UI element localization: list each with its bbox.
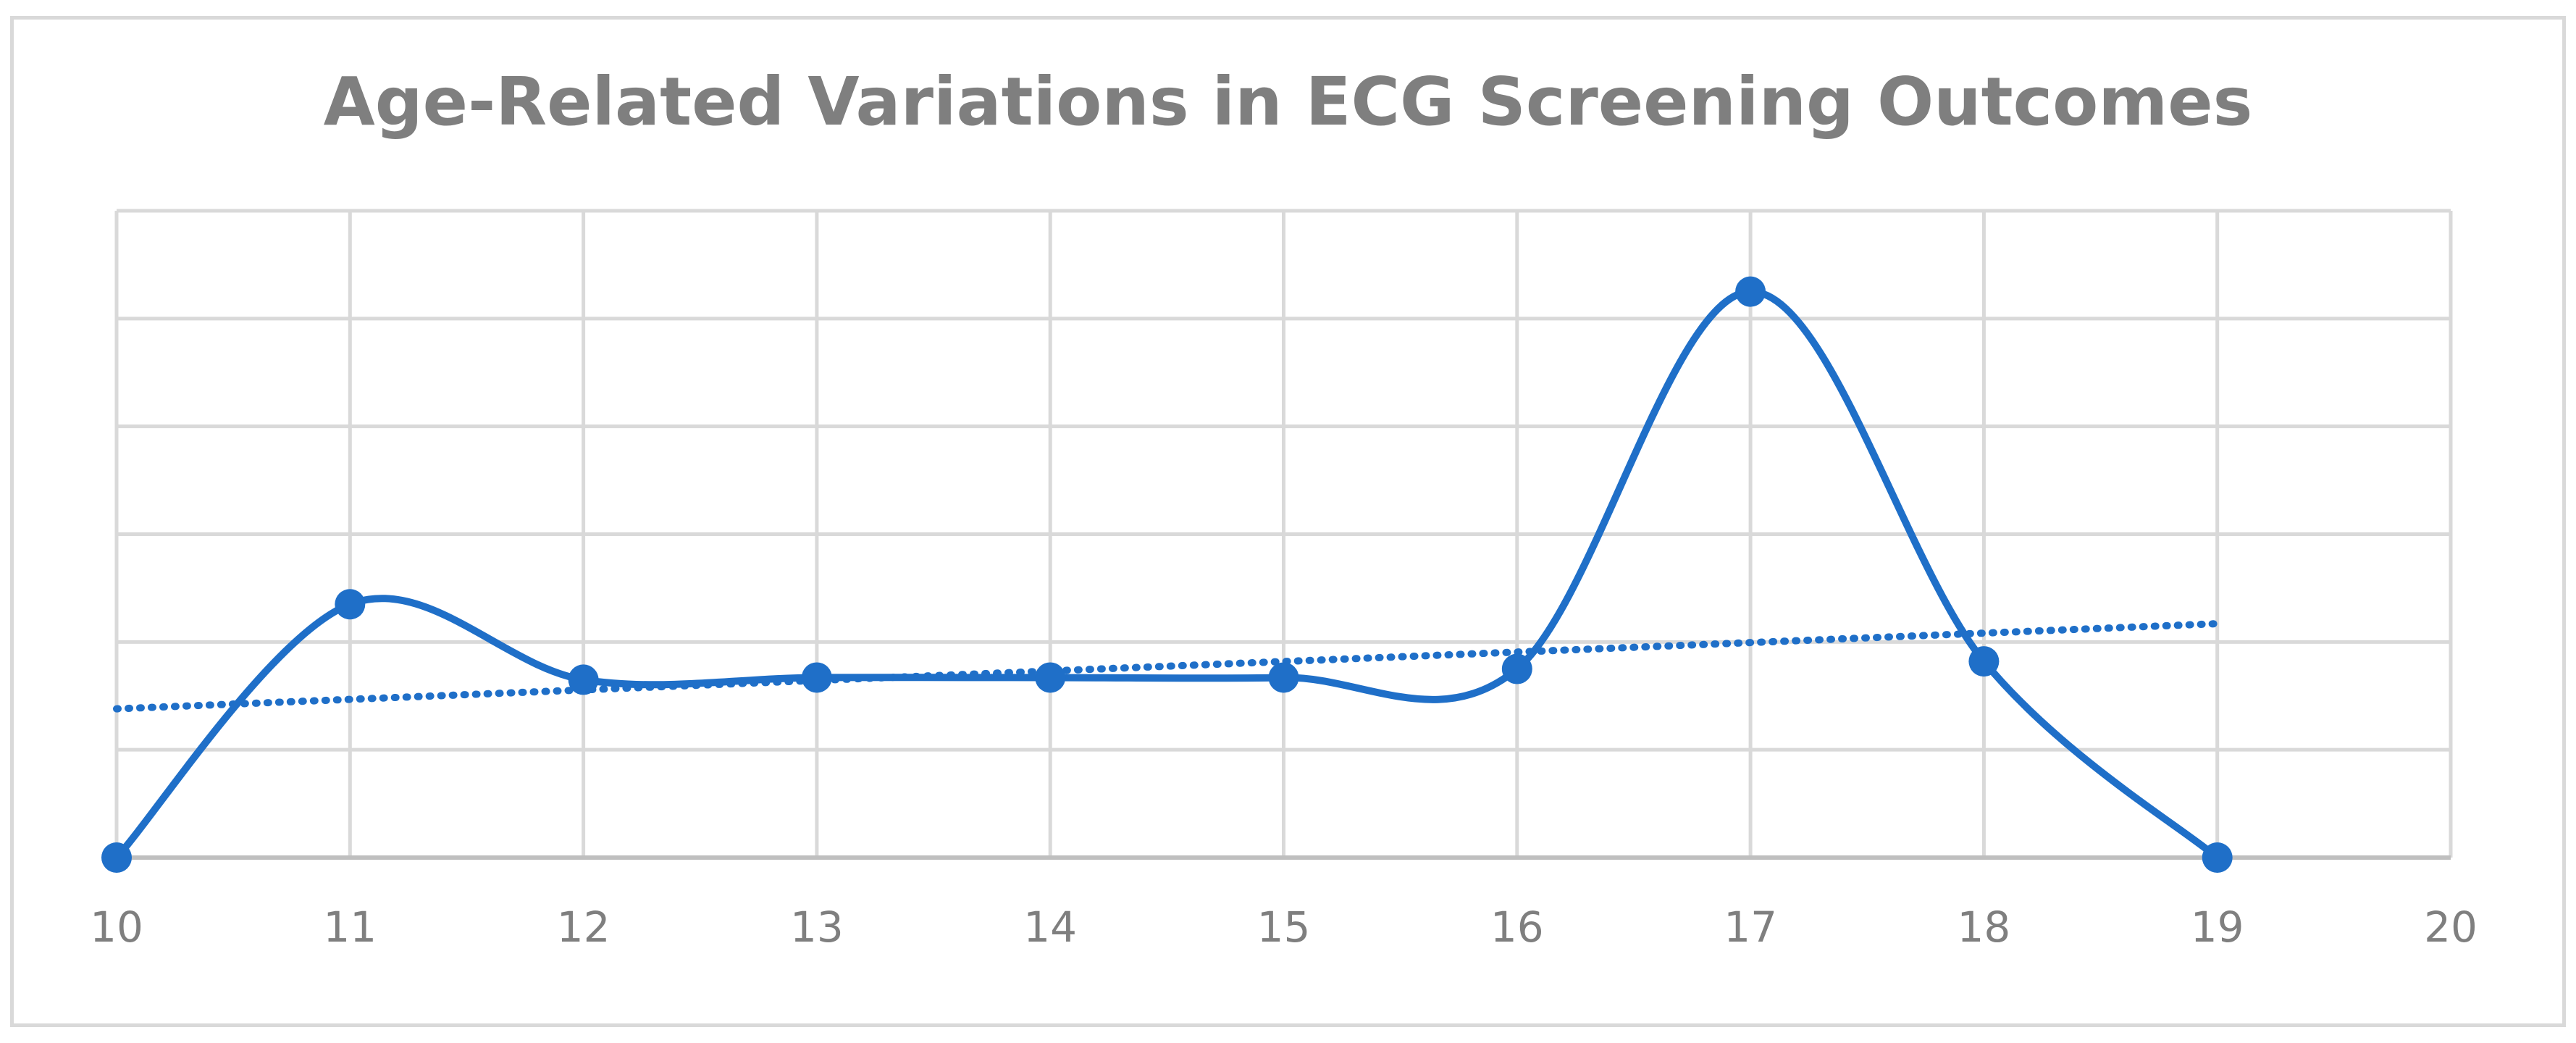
series — [113, 288, 2221, 861]
x-tick-label: 10 — [90, 902, 143, 952]
data-point[interactable] — [1968, 646, 2000, 677]
x-tick-label: 13 — [790, 902, 844, 952]
x-tick-label: 12 — [557, 902, 611, 952]
x-tick-label: 17 — [1724, 902, 1777, 952]
x-tick-label: 14 — [1023, 902, 1077, 952]
data-point[interactable] — [2202, 842, 2233, 873]
x-tick-label: 20 — [2424, 902, 2478, 952]
x-tick-label: 18 — [1957, 902, 2010, 952]
data-point[interactable] — [568, 664, 599, 695]
data-point[interactable] — [101, 842, 132, 873]
data-point[interactable] — [335, 589, 366, 620]
x-tick-label: 15 — [1257, 902, 1311, 952]
x-tick-label: 11 — [323, 902, 377, 952]
x-tick-label: 16 — [1490, 902, 1544, 952]
data-point[interactable] — [1501, 653, 1532, 684]
x-axis-tick-labels: 10 11 12 13 14 15 16 17 18 19 20 — [90, 902, 2478, 952]
x-tick-label: 19 — [2191, 902, 2244, 952]
data-point[interactable] — [1035, 662, 1066, 693]
series-line — [113, 288, 2221, 861]
data-point[interactable] — [1735, 276, 1766, 307]
trendline — [113, 620, 2221, 713]
data-markers — [101, 276, 2233, 873]
data-point[interactable] — [801, 662, 832, 693]
grid — [114, 209, 2453, 860]
data-point[interactable] — [1268, 662, 1299, 693]
chart-title: Age-Related Variations in ECG Screening … — [323, 63, 2253, 141]
